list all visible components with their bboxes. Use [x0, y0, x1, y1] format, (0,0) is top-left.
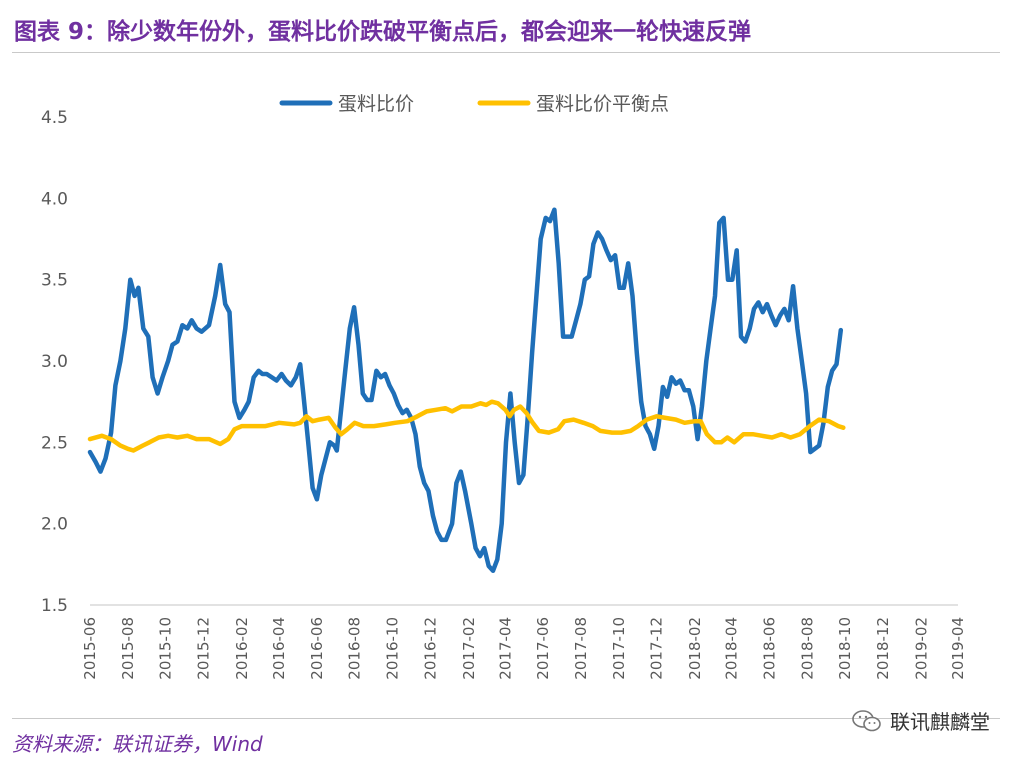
x-tick-label: 2018-04	[723, 617, 741, 680]
x-tick-label: 2015-06	[81, 617, 99, 680]
x-tick-label: 2018-06	[761, 617, 779, 680]
x-tick-label: 2016-12	[421, 617, 439, 680]
x-tick-label: 2017-06	[534, 617, 552, 680]
x-tick-label: 2017-12	[648, 617, 666, 680]
title-divider	[12, 52, 1000, 53]
x-tick-label: 2015-10	[157, 617, 175, 680]
chart-title: 图表 9：除少数年份外，蛋料比价跌破平衡点后，都会迎来一轮快速反弹	[14, 19, 752, 45]
x-tick-label: 2018-12	[874, 617, 892, 680]
x-tick-label: 2016-02	[233, 617, 251, 680]
x-tick-label: 2017-02	[460, 617, 478, 680]
watermark: 联讯麒麟堂	[852, 706, 990, 735]
x-tick-label: 2017-04	[496, 617, 514, 680]
footer-divider	[12, 718, 1000, 719]
y-tick-label: 4.5	[41, 108, 68, 128]
x-tick-label: 2017-08	[572, 617, 590, 680]
x-tick-label: 2018-08	[798, 617, 816, 680]
x-tick-label: 2019-04	[949, 617, 967, 680]
x-tick-label: 2016-08	[346, 617, 364, 680]
x-tick-label: 2018-10	[836, 617, 854, 680]
y-tick-label: 3.5	[41, 271, 68, 291]
x-tick-label: 2015-12	[194, 617, 212, 680]
y-tick-label: 4.0	[41, 189, 68, 209]
plot-area	[87, 207, 846, 574]
y-axis: 1.5 2.0 2.5 3.0 3.5 4.0 4.5	[41, 108, 68, 616]
source-note: 资料来源：联讯证券，Wind	[12, 732, 263, 756]
y-tick-label: 2.0	[41, 515, 68, 535]
watermark-text: 联讯麒麟堂	[890, 710, 990, 734]
line-chart: 蛋料比价 蛋料比价平衡点 1.5 2.0 2.5 3.0 3.5 4.0 4.5 2015-0…	[41, 93, 967, 680]
wechat-icon	[852, 709, 881, 731]
x-axis: 2015-06 2015-08 2015-10 2015-12 2016-02 2016-…	[81, 604, 967, 680]
y-tick-label: 3.0	[41, 352, 68, 372]
x-tick-label: 2017-10	[610, 617, 628, 680]
x-tick-label: 2015-08	[119, 617, 137, 680]
series-line-1	[87, 207, 844, 574]
x-tick-label: 2016-10	[384, 617, 402, 680]
legend-label-2: 蛋料比价平衡点	[536, 93, 669, 115]
x-tick-label: 2019-02	[912, 617, 930, 680]
series-line-2	[87, 399, 846, 453]
chart-legend: 蛋料比价 蛋料比价平衡点	[279, 93, 669, 115]
y-tick-label: 2.5	[41, 433, 68, 453]
y-tick-label: 1.5	[41, 596, 68, 616]
legend-label-1: 蛋料比价	[338, 93, 414, 115]
x-tick-label: 2016-04	[270, 617, 288, 680]
x-tick-label: 2016-06	[308, 617, 326, 680]
x-tick-label: 2018-02	[686, 617, 704, 680]
